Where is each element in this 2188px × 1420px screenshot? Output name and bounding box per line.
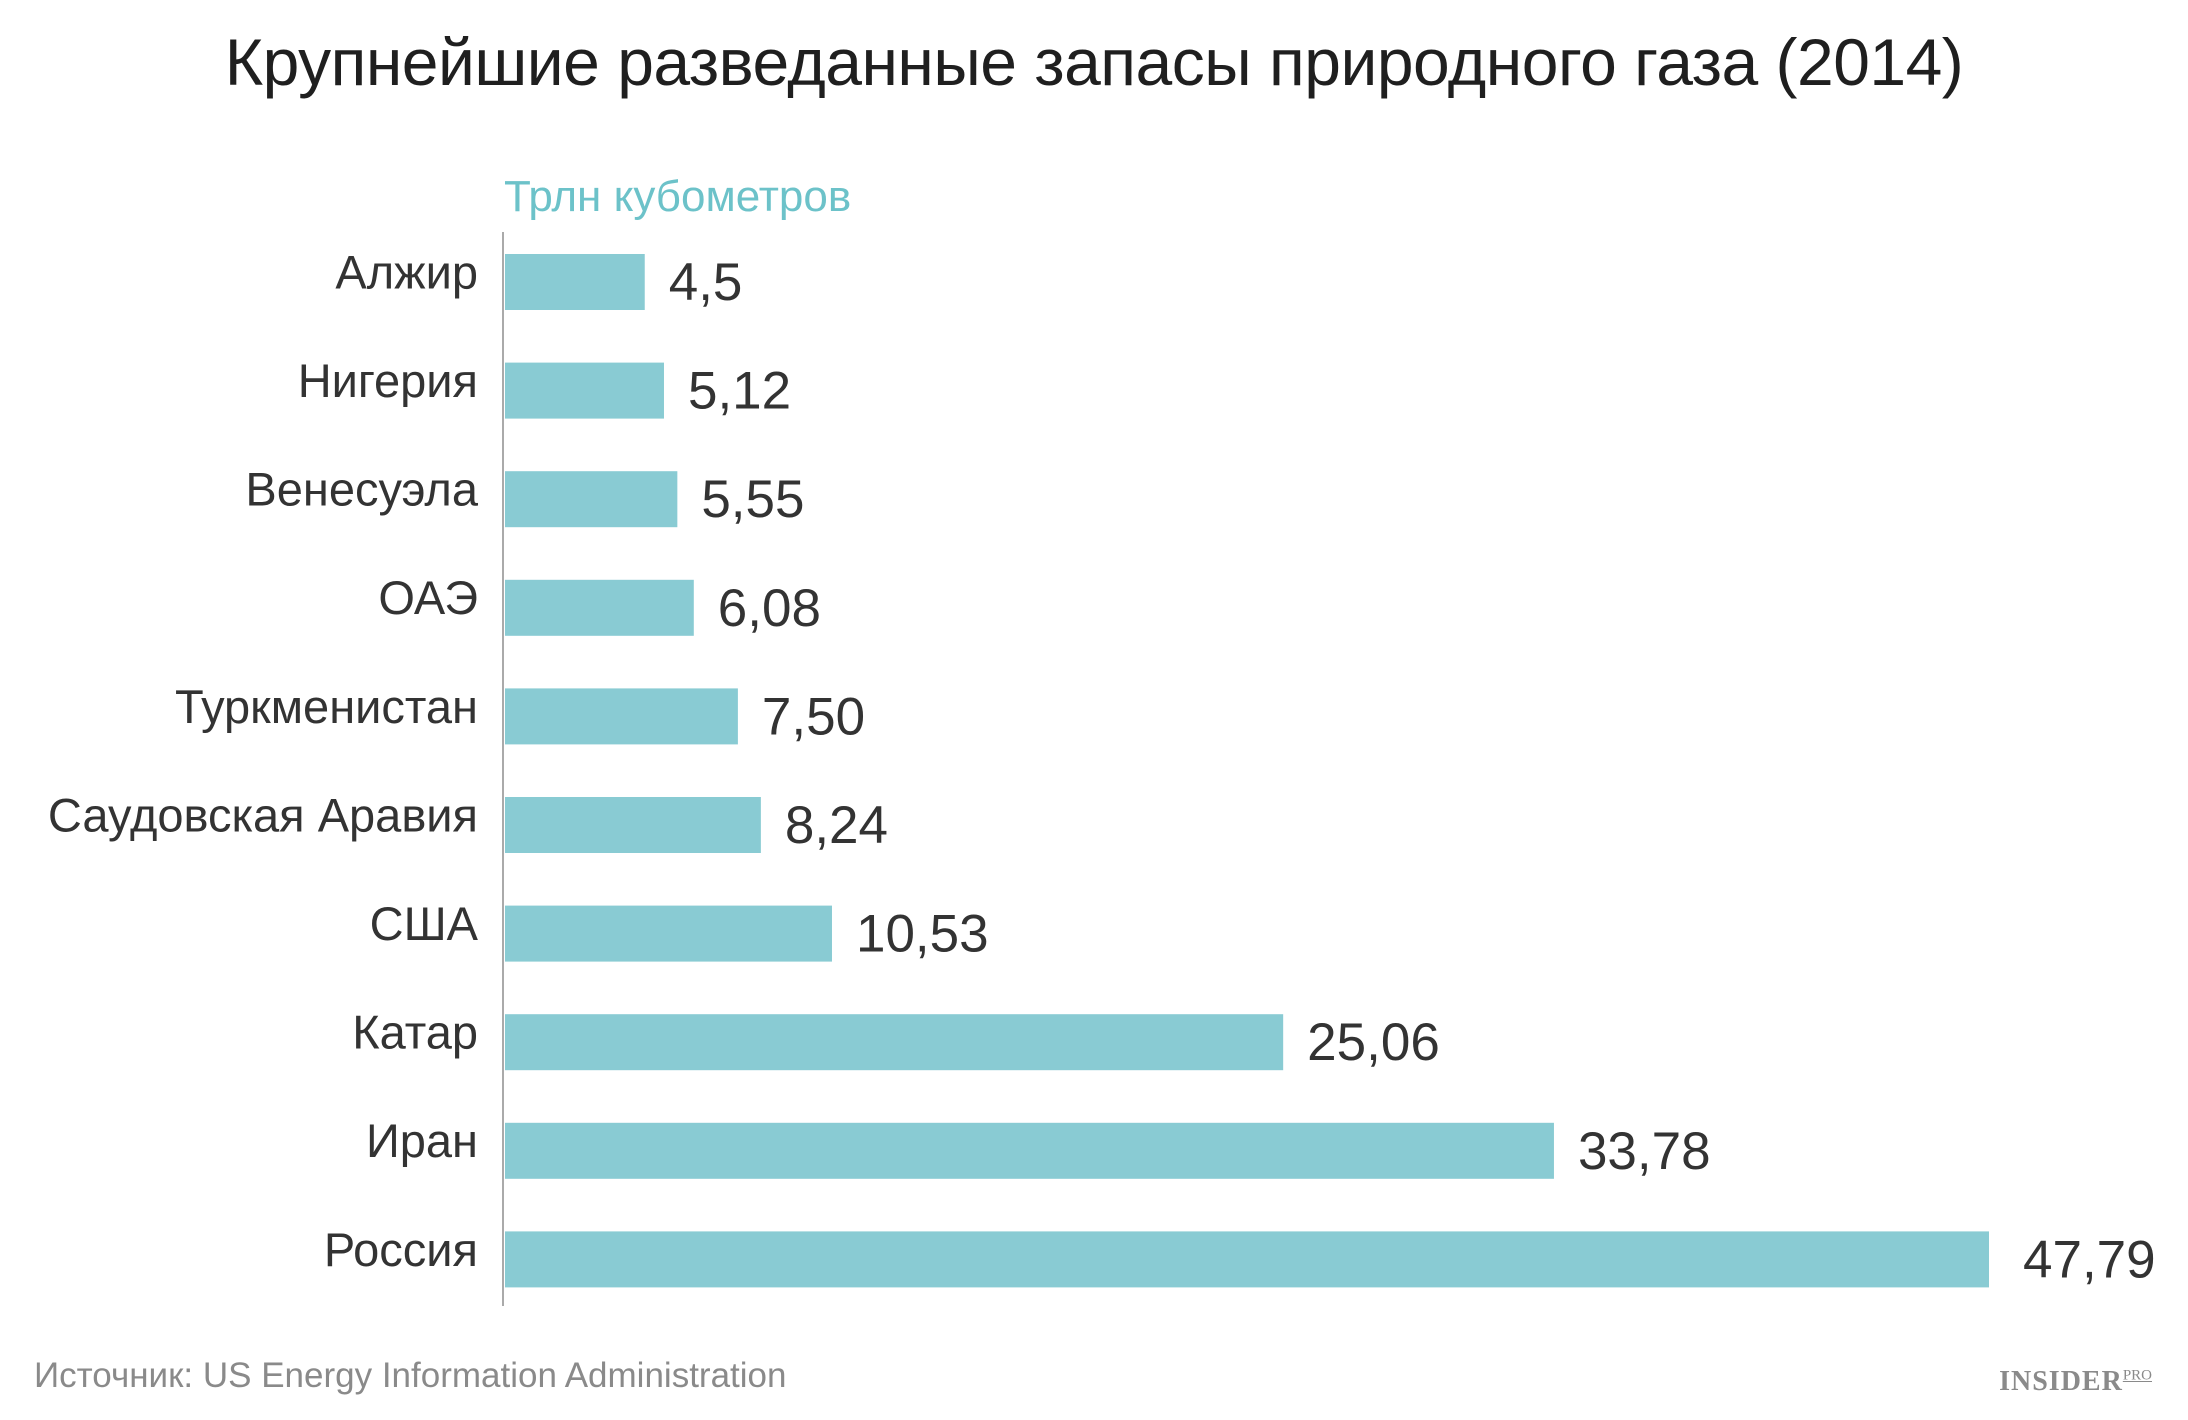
source-note: Источник: US Energy Information Administ… [34,1356,787,1395]
bar [505,471,678,528]
brand-logo: INSIDERPRO [1999,1366,2152,1398]
bar [505,905,832,962]
value-label: 8,24 [785,796,888,855]
category-label: США [370,897,479,950]
category-label: ОАЭ [378,571,478,624]
category-label: Саудовская Аравия [48,788,478,841]
bars-group: Алжир 4,5 Нигерия 5,12 Венесуэла 5,55 ОАЭ 6,08 Т… [48,245,2156,1289]
value-label: 4,5 [669,253,743,312]
bar [505,688,738,745]
brand-suffix: PRO [2122,1367,2152,1384]
category-label: Нигерия [298,354,478,407]
brand-name: INSIDER [1999,1366,2123,1397]
unit-label: Трлн кубометров [504,172,852,221]
value-label: 33,78 [1578,1122,1711,1181]
value-label: 47,79 [2023,1230,2156,1289]
value-label: 7,50 [762,687,865,746]
category-label: Туркменистан [175,680,478,733]
bar [505,1231,1989,1288]
category-label: Катар [352,1006,478,1059]
value-label: 5,12 [688,362,791,421]
bar [505,362,664,419]
bar [505,579,694,636]
value-label: 5,55 [701,470,804,529]
value-label: 10,53 [856,905,989,964]
bar [505,254,645,310]
value-label: 25,06 [1307,1013,1440,1072]
category-label: Россия [324,1223,478,1276]
value-label: 6,08 [718,579,821,638]
bar [505,1014,1284,1071]
chart-title: Крупнейшие разведанные запасы природного… [224,25,1964,99]
category-label: Алжир [335,245,478,298]
category-label: Венесуэла [245,463,478,516]
bar [505,797,761,853]
bar [505,1122,1554,1179]
category-label: Иран [366,1114,478,1167]
